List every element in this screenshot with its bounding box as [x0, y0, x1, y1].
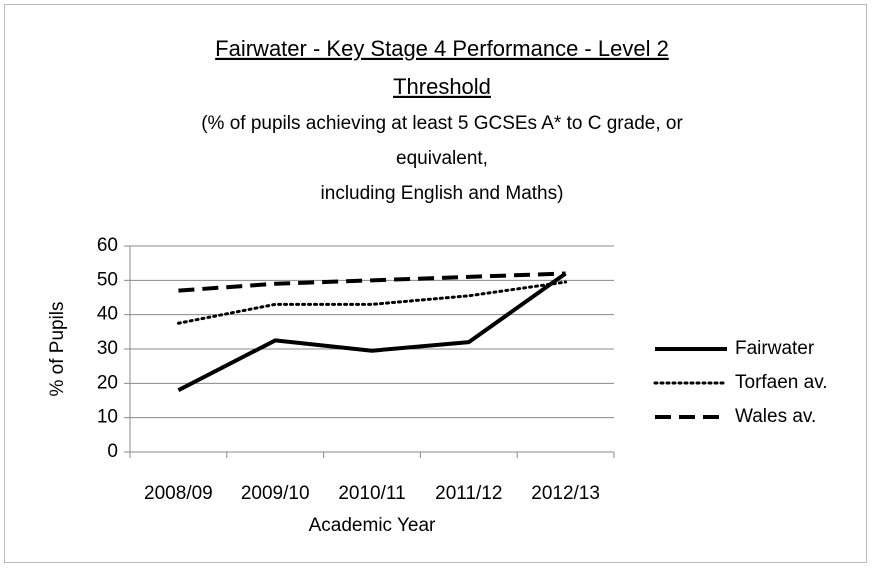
- y-tick-label: 50: [97, 269, 118, 290]
- chart-border: [4, 4, 867, 563]
- chart-subtitle: (% of pupils achieving at least 5 GCSEs …: [201, 113, 683, 134]
- y-tick-label: 10: [97, 407, 118, 428]
- chart-title: Fairwater - Key Stage 4 Performance - Le…: [215, 36, 669, 61]
- x-axis-label: Academic Year: [309, 515, 436, 536]
- chart-subtitle: equivalent,: [396, 148, 488, 169]
- y-tick-label: 30: [97, 338, 118, 359]
- y-axis-label: % of Pupils: [47, 301, 68, 396]
- y-tick-label: 40: [97, 304, 118, 325]
- x-tick-label: 2010/11: [338, 483, 405, 504]
- series-line: [176, 280, 568, 325]
- legend-label: Torfaen av.: [735, 372, 828, 393]
- x-tick-label: 2011/12: [435, 483, 502, 504]
- series-line: [178, 271, 566, 293]
- y-tick-label: 20: [97, 372, 118, 393]
- x-tick-label: 2008/09: [144, 483, 213, 504]
- chart-title: Threshold: [393, 74, 491, 99]
- x-tick-label: 2009/10: [241, 483, 310, 504]
- chart-subtitle: including English and Maths): [321, 183, 564, 204]
- x-tick-label: 2012/13: [531, 483, 600, 504]
- legend-label: Fairwater: [735, 338, 815, 359]
- legend-label: Wales av.: [735, 406, 816, 427]
- series-line: [177, 271, 567, 392]
- y-tick-label: 0: [107, 441, 118, 462]
- y-tick-label: 60: [97, 235, 118, 256]
